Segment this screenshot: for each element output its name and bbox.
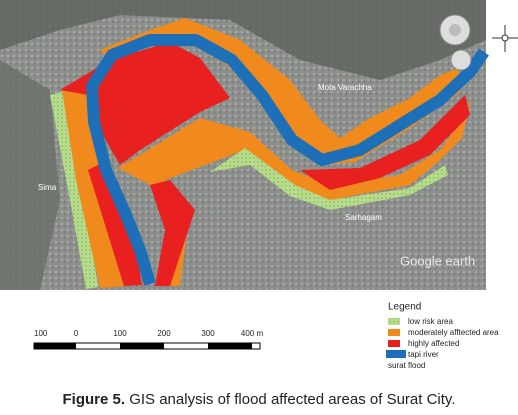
place-label: Sima	[38, 183, 57, 192]
scale-label: 200	[157, 329, 171, 338]
legend-swatch	[388, 329, 400, 336]
legend-label: surat flood	[388, 361, 425, 370]
legend: Legend low risk area moderately afftected…	[386, 302, 499, 370]
legend-label: moderately afftected area	[408, 328, 499, 337]
scale-label: 400 m	[241, 329, 264, 338]
tapi-river	[86, 34, 489, 286]
low-risk-area	[210, 148, 448, 210]
figure: Mota Varachha Sima Sarhagam Google earth…	[0, 0, 518, 370]
scale-label: 0	[74, 329, 79, 338]
watermark: Google earth	[400, 253, 475, 268]
low-risk-area	[50, 90, 98, 289]
legend-title: Legend	[388, 302, 421, 313]
legend-swatch	[388, 340, 400, 347]
moderate-area	[118, 98, 472, 286]
caption-label: Figure 5.	[62, 391, 126, 408]
map: Mota Varachha Sima Sarhagam Google earth	[0, 0, 489, 290]
legend-swatch	[388, 318, 400, 325]
caption: Figure 5. GIS analysis of flood affected…	[0, 391, 518, 408]
moderate-area	[100, 18, 460, 165]
legend-swatch	[386, 350, 406, 358]
scale-label: 100	[113, 329, 127, 338]
high-area	[150, 180, 195, 286]
caption-text: GIS analysis of flood affected areas of …	[129, 391, 456, 408]
legend-label: low risk area	[408, 317, 453, 326]
nav-controls	[439, 14, 518, 71]
scale-label: 300	[201, 329, 215, 338]
high-area	[88, 160, 142, 286]
terrain	[0, 60, 60, 290]
legend-label: highly affected	[408, 339, 459, 348]
scale-label: 100	[34, 329, 48, 338]
place-label: Sarhagam	[345, 213, 382, 222]
high-area	[300, 95, 470, 190]
place-label: Mota Varachha	[318, 83, 372, 92]
terrain	[0, 0, 486, 80]
scale-bar: 100 0 100 200 300 400 m	[33, 329, 264, 350]
legend-label: tapi river	[408, 350, 439, 359]
